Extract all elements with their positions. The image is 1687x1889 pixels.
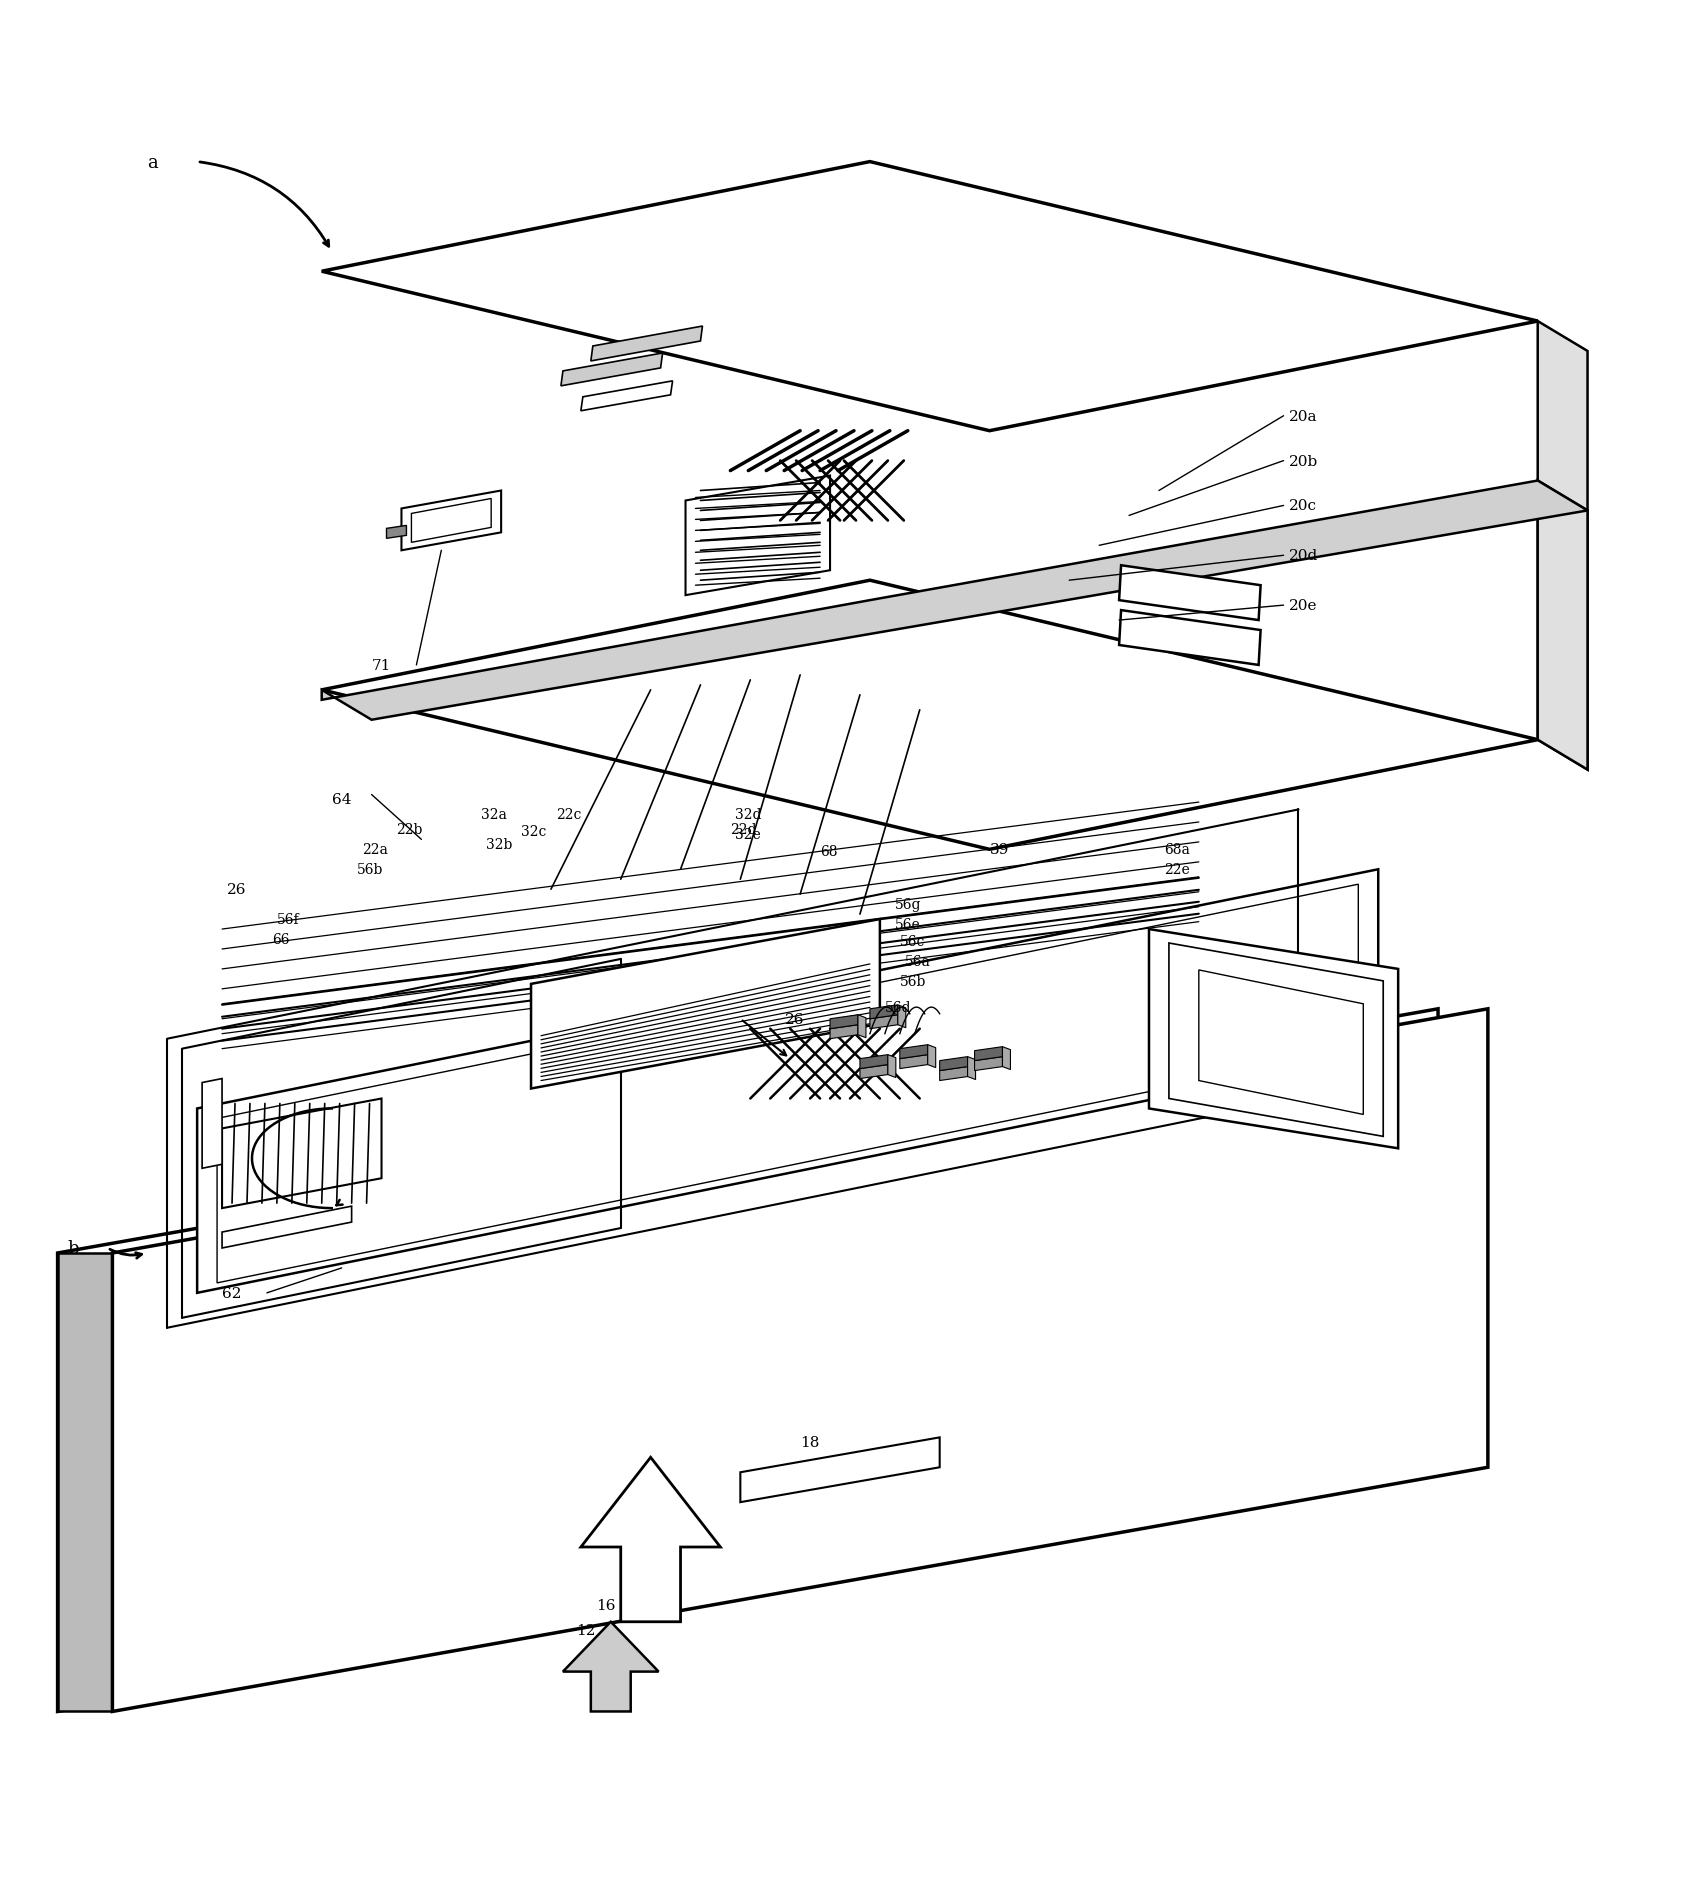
Text: 68: 68 <box>820 844 837 859</box>
Text: 56g: 56g <box>894 897 921 912</box>
Polygon shape <box>741 1438 940 1502</box>
Polygon shape <box>223 1207 351 1249</box>
Text: 56b: 56b <box>899 975 926 988</box>
Polygon shape <box>563 1623 658 1711</box>
Polygon shape <box>830 1014 859 1030</box>
Polygon shape <box>830 1026 859 1039</box>
Text: 22e: 22e <box>1164 863 1189 876</box>
Polygon shape <box>870 1005 897 1020</box>
Polygon shape <box>1539 482 1587 771</box>
Text: 22a: 22a <box>361 842 388 858</box>
Text: 32d: 32d <box>736 808 763 822</box>
Text: 56c: 56c <box>899 935 924 948</box>
Polygon shape <box>975 1058 1002 1071</box>
Polygon shape <box>870 1014 897 1030</box>
Text: 62: 62 <box>223 1286 241 1300</box>
Polygon shape <box>386 527 407 538</box>
Polygon shape <box>1199 971 1363 1115</box>
Text: 18: 18 <box>800 1436 820 1449</box>
Polygon shape <box>223 1099 381 1209</box>
Polygon shape <box>1149 929 1399 1149</box>
Polygon shape <box>928 1045 936 1067</box>
Text: 64: 64 <box>332 793 351 807</box>
Polygon shape <box>412 499 491 542</box>
Polygon shape <box>531 920 881 1088</box>
Text: 20b: 20b <box>1289 455 1318 468</box>
Polygon shape <box>1539 321 1587 771</box>
Text: 22b: 22b <box>396 824 423 837</box>
Text: 56a: 56a <box>904 954 931 969</box>
Text: 56e: 56e <box>894 918 921 931</box>
Polygon shape <box>57 1009 1437 1711</box>
Polygon shape <box>860 1056 887 1069</box>
Text: 56d: 56d <box>886 1001 911 1014</box>
Text: 20c: 20c <box>1289 499 1316 514</box>
Polygon shape <box>897 1005 906 1028</box>
Polygon shape <box>968 1058 975 1081</box>
Text: 26: 26 <box>784 1013 805 1026</box>
Polygon shape <box>685 476 830 595</box>
Text: 56b: 56b <box>356 863 383 876</box>
Polygon shape <box>1169 943 1383 1137</box>
Text: 20e: 20e <box>1289 599 1318 612</box>
Text: 22d: 22d <box>730 824 757 837</box>
Text: 20a: 20a <box>1289 410 1318 423</box>
Polygon shape <box>322 582 1539 850</box>
Polygon shape <box>590 327 702 361</box>
Polygon shape <box>402 491 501 552</box>
Text: 39: 39 <box>990 842 1009 858</box>
Polygon shape <box>1118 610 1260 665</box>
Polygon shape <box>860 1065 887 1079</box>
Text: 32b: 32b <box>486 839 513 852</box>
Polygon shape <box>322 482 1587 720</box>
Text: 26: 26 <box>228 882 246 897</box>
Polygon shape <box>113 1009 1488 1711</box>
Text: 22c: 22c <box>557 808 582 822</box>
Polygon shape <box>859 1014 865 1039</box>
Polygon shape <box>1002 1047 1011 1069</box>
Polygon shape <box>562 353 663 387</box>
Text: 32a: 32a <box>481 808 508 822</box>
Polygon shape <box>940 1058 968 1071</box>
Text: a: a <box>147 153 159 172</box>
Text: 32e: 32e <box>736 827 761 842</box>
Polygon shape <box>887 1056 896 1079</box>
Text: 16: 16 <box>596 1598 616 1611</box>
Polygon shape <box>580 382 673 412</box>
Polygon shape <box>218 884 1358 1283</box>
Text: 68a: 68a <box>1164 842 1189 858</box>
Polygon shape <box>975 1047 1002 1062</box>
Polygon shape <box>899 1045 928 1060</box>
Text: b: b <box>67 1239 79 1258</box>
Text: 66: 66 <box>272 933 290 946</box>
Polygon shape <box>940 1067 968 1081</box>
Polygon shape <box>197 869 1378 1294</box>
Text: 32c: 32c <box>521 825 547 839</box>
Polygon shape <box>1118 567 1260 621</box>
Polygon shape <box>580 1458 720 1623</box>
Text: 56f: 56f <box>277 912 300 927</box>
Text: 71: 71 <box>371 659 391 672</box>
Polygon shape <box>202 1079 223 1169</box>
Polygon shape <box>899 1056 928 1069</box>
Polygon shape <box>57 1252 113 1711</box>
Text: 20d: 20d <box>1289 550 1318 563</box>
Text: 12: 12 <box>575 1623 596 1638</box>
Polygon shape <box>322 162 1539 431</box>
